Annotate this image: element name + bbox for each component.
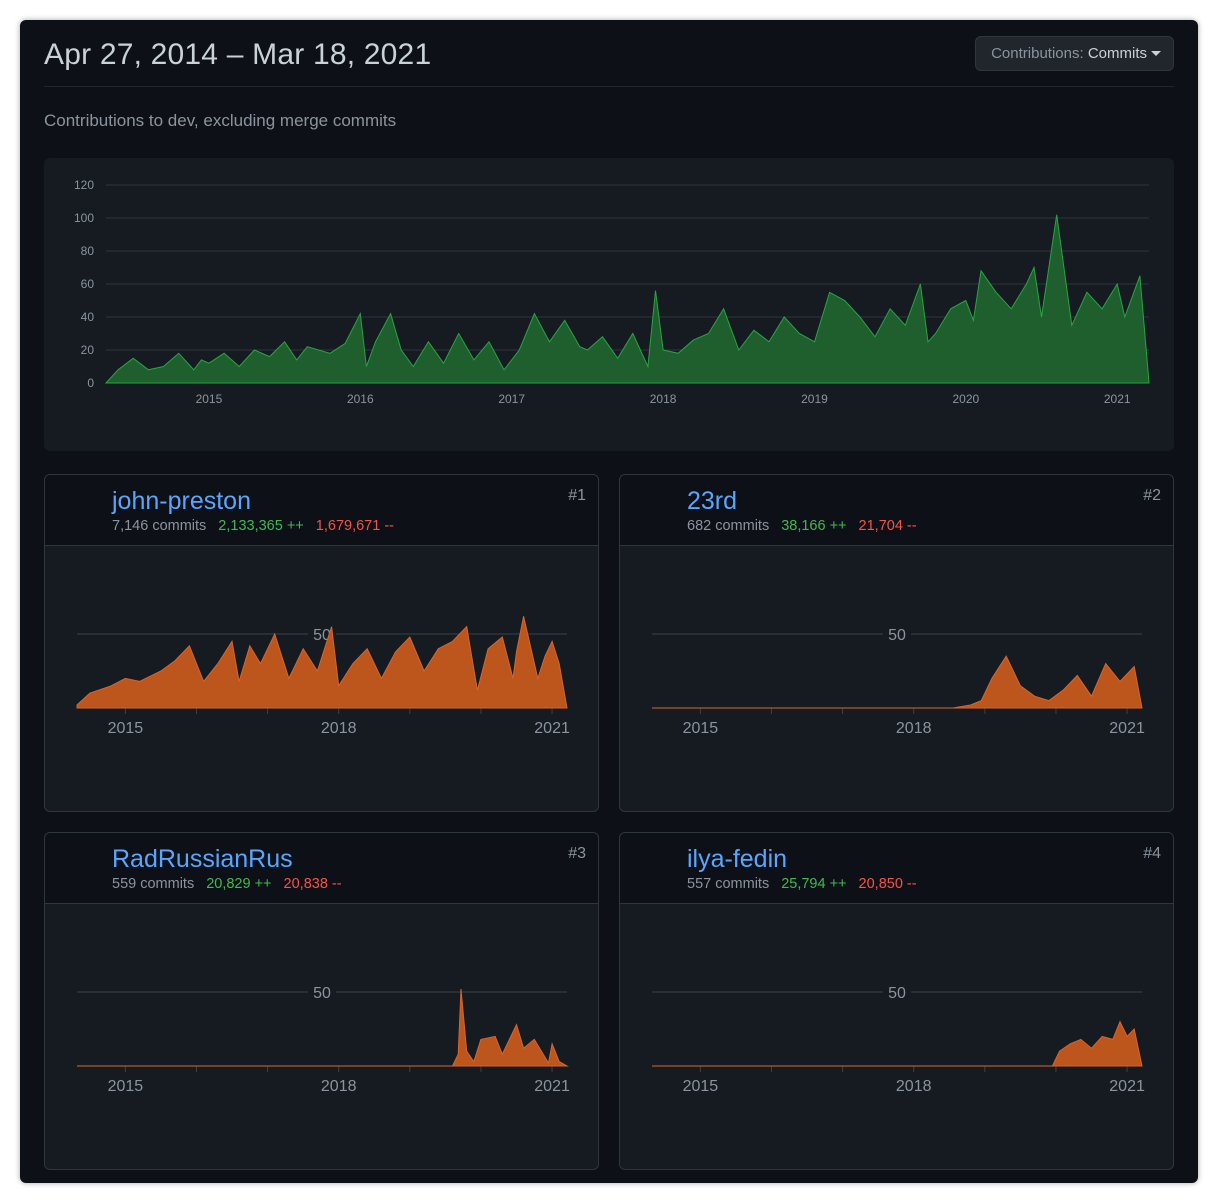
x-tick-label: 2015 bbox=[108, 720, 144, 737]
deletions-count: 20,838 -- bbox=[283, 876, 342, 892]
y-tick-label: 50 bbox=[313, 627, 331, 644]
x-tick-label: 2019 bbox=[801, 392, 828, 406]
contributor-card: ilya-fedin 557 commits 25,794 ++ 20,850 --… bbox=[619, 832, 1174, 1170]
x-tick-label: 2015 bbox=[108, 1078, 144, 1095]
contributor-header: ilya-fedin 557 commits 25,794 ++ 20,850 --… bbox=[620, 833, 1173, 904]
portrait-avatar-icon[interactable] bbox=[54, 484, 102, 532]
y-tick-label: 120 bbox=[74, 178, 94, 192]
contributor-commits-chart: 50 2015 2018 2021 bbox=[652, 624, 1145, 737]
x-tick-label: 2021 bbox=[1109, 1078, 1145, 1095]
y-tick-label: 0 bbox=[87, 376, 94, 390]
contributor-rank: #3 bbox=[568, 845, 586, 862]
contributor-commits-chart: 50 2015 2018 2021 bbox=[652, 982, 1145, 1095]
contributor-username-link[interactable]: john-preston bbox=[112, 487, 251, 515]
deletions-count: 21,704 -- bbox=[858, 518, 917, 534]
contributor-username-link[interactable]: RadRussianRus bbox=[112, 845, 293, 873]
x-tick-label: 2015 bbox=[196, 392, 223, 406]
y-tick-label: 50 bbox=[888, 627, 906, 644]
x-tick-label: 2018 bbox=[321, 1078, 357, 1095]
x-tick-label: 2018 bbox=[896, 1078, 932, 1095]
x-tick-label: 2016 bbox=[347, 392, 374, 406]
additions-count: 20,829 ++ bbox=[206, 876, 272, 892]
additions-count: 25,794 ++ bbox=[781, 876, 847, 892]
x-tick-label: 2017 bbox=[498, 392, 525, 406]
contributor-card: 23rd 682 commits 38,166 ++ 21,704 -- #2 50… bbox=[619, 474, 1174, 812]
x-tick-label: 2021 bbox=[534, 1078, 570, 1095]
contributors-page: Apr 27, 2014 – Mar 18, 2021 Contribution… bbox=[20, 20, 1198, 1183]
deletions-count: 1,679,671 -- bbox=[315, 518, 394, 534]
contributor-commits-chart: 50 2015 2018 2021 bbox=[77, 982, 570, 1095]
creature-avatar-icon[interactable] bbox=[629, 484, 677, 532]
x-tick-label: 2021 bbox=[1109, 720, 1145, 737]
y-tick-label: 20 bbox=[81, 343, 95, 357]
cat-sunglasses-avatar-icon[interactable] bbox=[54, 842, 102, 890]
y-tick-label: 100 bbox=[74, 211, 94, 225]
contributor-username-link[interactable]: 23rd bbox=[687, 487, 738, 515]
y-tick-label: 80 bbox=[81, 244, 95, 258]
commits-area-series bbox=[77, 988, 569, 1067]
caret-down-icon bbox=[1151, 51, 1161, 56]
contributor-header: john-preston 7,146 commits 2,133,365 ++ 1,… bbox=[45, 475, 598, 546]
x-tick-label: 2020 bbox=[952, 392, 979, 406]
contributor-stats: 559 commits 20,829 ++ 20,838 -- bbox=[112, 876, 342, 892]
main-chart-panel: 0 20 40 60 80 100 120 2015 2016 2017 2018 2019 2020 2… bbox=[44, 158, 1174, 451]
commits-area-series bbox=[652, 1020, 1143, 1067]
x-tick-label: 2018 bbox=[650, 392, 677, 406]
y-tick-label-bg bbox=[308, 982, 336, 1002]
deletions-count: 20,850 -- bbox=[858, 876, 917, 892]
x-tick-label: 2021 bbox=[534, 720, 570, 737]
commit-count: 682 commits bbox=[687, 518, 770, 534]
commits-area-chart: 0 20 40 60 80 100 120 2015 2016 2017 2018 2019 2020 2… bbox=[74, 178, 1150, 406]
commits-area-series bbox=[104, 214, 1150, 384]
additions-count: 38,166 ++ bbox=[781, 518, 847, 534]
dropdown-value: Commits bbox=[1087, 45, 1147, 62]
contributor-header: 23rd 682 commits 38,166 ++ 21,704 -- #2 bbox=[620, 475, 1173, 546]
y-tick-label: 40 bbox=[81, 310, 95, 324]
x-tick-label: 2018 bbox=[896, 720, 932, 737]
additions-count: 2,133,365 ++ bbox=[218, 518, 304, 534]
y-tick-label-bg bbox=[883, 624, 911, 644]
contributor-header: RadRussianRus 559 commits 20,829 ++ 20,838… bbox=[45, 833, 598, 904]
contributor-rank: #4 bbox=[1143, 845, 1161, 862]
x-tick-label: 2018 bbox=[321, 720, 357, 737]
y-tick-label: 50 bbox=[313, 985, 331, 1002]
y-tick-label: 50 bbox=[888, 985, 906, 1002]
y-tick-label-bg bbox=[883, 982, 911, 1002]
contributor-username-link[interactable]: ilya-fedin bbox=[687, 845, 788, 873]
x-tick-label: 2015 bbox=[683, 720, 719, 737]
contributor-stats: 682 commits 38,166 ++ 21,704 -- bbox=[687, 518, 917, 534]
contributor-stats: 7,146 commits 2,133,365 ++ 1,679,671 -- bbox=[112, 518, 394, 534]
commit-count: 559 commits bbox=[112, 876, 195, 892]
chart-subtitle: Contributions to dev, excluding merge co… bbox=[44, 111, 397, 130]
contributions-dropdown[interactable]: Contributions: Commits bbox=[975, 36, 1174, 71]
commits-area-series bbox=[652, 655, 1143, 709]
commit-count: 557 commits bbox=[687, 876, 770, 892]
x-tick-label: 2015 bbox=[683, 1078, 719, 1095]
contributor-commits-chart: 50 2015 2018 2021 bbox=[76, 616, 570, 737]
contributor-rank: #2 bbox=[1143, 487, 1161, 504]
date-range-title: Apr 27, 2014 – Mar 18, 2021 bbox=[44, 38, 432, 71]
page-header: Apr 27, 2014 – Mar 18, 2021 Contribution… bbox=[44, 36, 1174, 87]
contributor-stats: 557 commits 25,794 ++ 20,850 -- bbox=[687, 876, 917, 892]
dropdown-label: Contributions: bbox=[991, 45, 1084, 62]
commit-count: 7,146 commits bbox=[112, 518, 207, 534]
hat-avatar-icon[interactable] bbox=[629, 842, 677, 890]
contributor-card: john-preston 7,146 commits 2,133,365 ++ 1,… bbox=[44, 474, 599, 812]
x-tick-label: 2021 bbox=[1104, 392, 1131, 406]
y-tick-label: 60 bbox=[81, 277, 95, 291]
contributor-card: RadRussianRus 559 commits 20,829 ++ 20,838… bbox=[44, 832, 599, 1170]
contributor-rank: #1 bbox=[568, 487, 586, 504]
commits-area-series bbox=[76, 616, 568, 709]
